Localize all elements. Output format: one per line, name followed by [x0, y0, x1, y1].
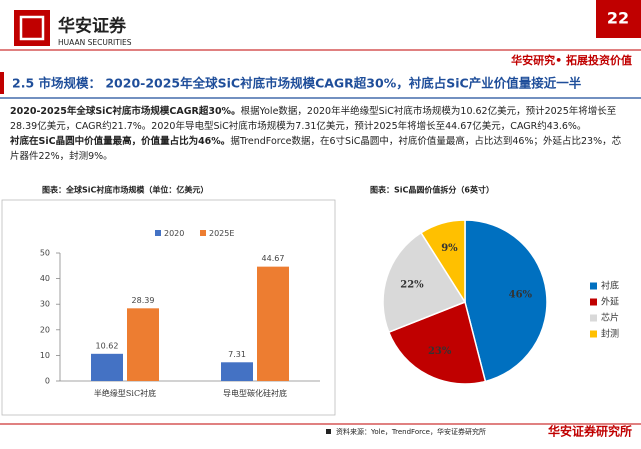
- legend-swatch: [590, 282, 597, 290]
- legend-label: 2025E: [209, 229, 234, 238]
- bullet-lead: 衬底在SiC晶圆中价值量最高，价值量占比为46%。: [10, 136, 231, 147]
- page-number-box: [596, 0, 641, 38]
- value-label: 10.62: [96, 341, 119, 350]
- bullet: 2020-2025年全球SiC衬底市场规模CAGR超30%。根据Yole数据，2…: [10, 104, 630, 134]
- y-tick-label: 10: [40, 351, 50, 360]
- bullet: 衬底在SiC晶圆中价值量最高，价值量占比为46%。据TrendForce数据，在…: [10, 134, 630, 164]
- source-note: 资料来源：Yole，TrendForce，华安证券研究所: [336, 427, 486, 436]
- bullet-text: 据TrendForce数据，在6寸SiC晶圆中，衬底价值量最高，占比达到46%；…: [10, 136, 622, 162]
- value-label: 9%: [441, 243, 458, 254]
- value-label: 23%: [428, 346, 452, 357]
- source-bullet: [326, 429, 331, 434]
- legend-swatch: [200, 230, 206, 236]
- x-tick-label: 半绝缘型SiC衬底: [94, 388, 156, 398]
- legend-swatch: [590, 314, 597, 322]
- logo-icon-inner: [19, 15, 45, 41]
- y-tick-label: 50: [40, 249, 50, 258]
- bar: [257, 266, 289, 381]
- legend-label: 衬底: [601, 280, 619, 292]
- slogan: 华安研究• 拓展投资价值: [511, 53, 632, 67]
- legend-label: 芯片: [601, 312, 619, 324]
- legend-swatch: [590, 330, 597, 338]
- title-accent: [0, 72, 4, 94]
- value-label: 28.39: [132, 296, 155, 305]
- pie-slice: [420, 219, 466, 305]
- legend-swatch: [155, 230, 161, 236]
- y-tick-label: 40: [40, 274, 50, 283]
- pie-slice: [464, 219, 548, 383]
- y-tick-label: 0: [45, 377, 50, 386]
- legend-label: 外延: [601, 296, 619, 308]
- page-number: 22: [607, 9, 629, 28]
- bullet-list: 2020-2025年全球SiC衬底市场规模CAGR超30%。根据Yole数据，2…: [10, 104, 630, 164]
- footer-brand: 华安证券研究所: [548, 424, 632, 439]
- logo-subtext: HUAAN SECURITIES: [58, 38, 132, 47]
- legend-label: 封测: [601, 328, 619, 340]
- y-tick-label: 20: [40, 325, 50, 334]
- bullet-lead: 2020-2025年全球SiC衬底市场规模CAGR超30%。: [10, 106, 241, 117]
- pie-slice: [382, 231, 467, 334]
- value-label: 44.67: [262, 254, 285, 263]
- pie-slice: [387, 300, 487, 385]
- legend-swatch: [590, 298, 597, 306]
- chart-title: 图表：SiC晶圆价值拆分（6英寸）: [370, 185, 494, 195]
- bar: [91, 353, 123, 381]
- value-label: 7.31: [228, 350, 246, 359]
- logo-text: 华安证券: [58, 16, 127, 37]
- bar: [127, 308, 159, 381]
- logo-icon: [14, 10, 50, 46]
- value-label: 22%: [400, 279, 424, 290]
- bullet-text: 根据Yole数据，2020年半绝缘型SiC衬底市场规模为10.62亿美元，预计2…: [10, 106, 617, 132]
- chart-frame: [1, 199, 336, 416]
- bar: [221, 362, 253, 381]
- legend-label: 2020: [164, 229, 184, 238]
- y-tick-label: 30: [40, 300, 50, 309]
- section-title: 2.5 市场规模： 2020-2025年全球SiC衬底市场规模CAGR超30%，…: [12, 76, 582, 91]
- chart-title: 图表：全球SiC衬底市场规模（单位：亿美元）: [42, 185, 208, 195]
- value-label: 46%: [509, 290, 533, 301]
- x-tick-label: 导电型碳化硅衬底: [223, 388, 287, 398]
